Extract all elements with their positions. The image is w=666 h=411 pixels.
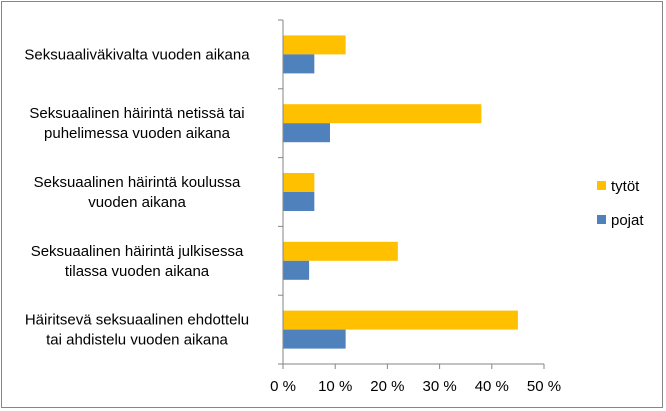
axis-layer: [278, 19, 545, 369]
x-tick-label: 30 %: [422, 378, 456, 395]
bar-tytot-1: [283, 104, 482, 124]
bars-layer: [283, 35, 518, 349]
legend: tytöt pojat: [597, 178, 644, 229]
x-tick-label: 40 %: [475, 378, 509, 395]
category-labels: Seksuaaliväkivalta vuoden aikana Seksuaal…: [24, 46, 250, 348]
legend-label-tytot: tytöt: [611, 178, 640, 195]
legend-label-pojat: pojat: [611, 212, 644, 229]
category-label: Häiritsevä seksuaalinen ehdottelu tai ahd…: [25, 312, 249, 349]
x-tick-label: 50 %: [527, 378, 561, 395]
bar-tytot-0: [283, 35, 346, 55]
legend-swatch-tytot: [597, 181, 606, 190]
bar-tytot-2: [283, 173, 315, 192]
category-label: Seksuaalinen häirintä julkisessa tilassa …: [31, 243, 244, 280]
bar-pojat-0: [283, 54, 315, 74]
bar-tytot-4: [283, 310, 518, 330]
bar-tytot-3: [283, 241, 398, 261]
bar-pojat-4: [283, 329, 346, 349]
bar-pojat-1: [283, 123, 330, 143]
x-tick-label: 0 %: [270, 378, 296, 395]
x-tick-label: 10 %: [318, 378, 352, 395]
category-label: Seksuaaliväkivalta vuoden aikana: [24, 46, 250, 63]
bar-pojat-3: [283, 260, 310, 280]
x-tick-label: 20 %: [370, 378, 404, 395]
tick-labels: 0 % 10 % 20 % 30 % 40 % 50 %: [270, 378, 561, 395]
bar-pojat-2: [283, 192, 315, 211]
category-label: Seksuaalinen häirintä koulussa vuoden aik…: [34, 174, 241, 211]
category-label: Seksuaalinen häirintä netissä tai puhelim…: [29, 105, 244, 142]
legend-swatch-pojat: [597, 215, 606, 224]
